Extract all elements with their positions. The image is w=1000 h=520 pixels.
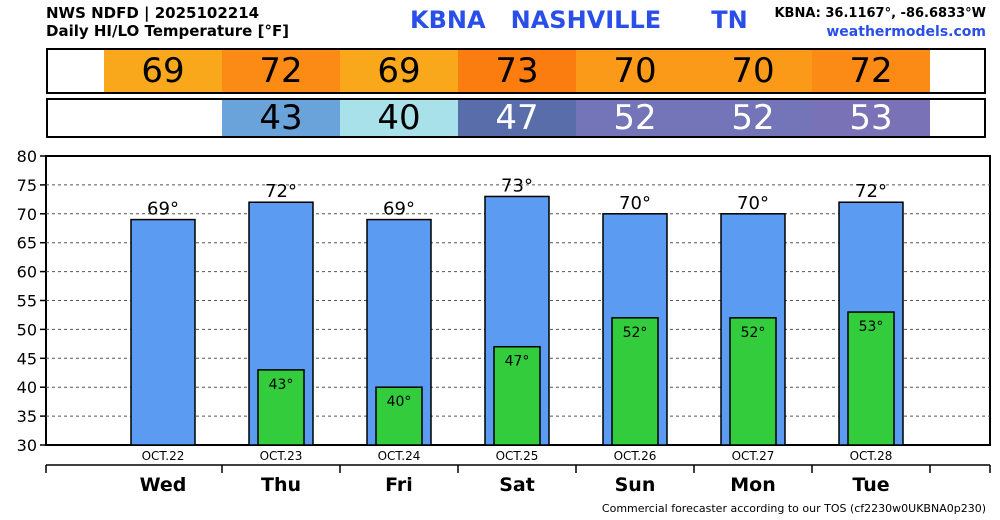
- y-tick-label: 60: [17, 263, 37, 282]
- high-temp-cell: 70: [576, 50, 694, 92]
- high-temp-label: 72°: [855, 181, 887, 202]
- date-label: OCT.25: [496, 449, 539, 463]
- day-label: Thu: [261, 474, 301, 496]
- model-run-label: NWS NDFD | 2025102214: [46, 4, 260, 22]
- header-info: NWS NDFD | 2025102214 Daily HI/LO Temper…: [46, 4, 289, 40]
- y-tick-label: 35: [17, 407, 37, 426]
- low-temp-bar: [847, 311, 895, 446]
- high-temp-cell: 73: [458, 50, 576, 92]
- low-temp-label: 43°: [269, 377, 294, 393]
- coordinates-label: KBNA: 36.1167°, -86.6833°W: [774, 6, 986, 21]
- high-temp-strip: 69 72 69 73 70 70 72: [46, 48, 986, 94]
- y-tick-label: 70: [17, 205, 37, 224]
- low-temp-cell: 52: [694, 100, 812, 136]
- low-temp-cell: 52: [576, 100, 694, 136]
- y-tick-label: 30: [17, 436, 37, 455]
- high-temp-cell: 72: [812, 50, 930, 92]
- low-temp-bar: [375, 386, 423, 446]
- day-label: Sat: [499, 474, 535, 496]
- low-temp-cell: [104, 100, 222, 136]
- high-temp-cell: 69: [340, 50, 458, 92]
- high-temp-label: 69°: [383, 199, 415, 220]
- product-label: Daily HI/LO Temperature [°F]: [46, 22, 290, 40]
- low-temp-label: 40°: [387, 394, 412, 410]
- y-tick-label: 40: [17, 378, 37, 397]
- date-label: OCT.27: [732, 449, 775, 463]
- high-temp-label: 70°: [737, 193, 769, 214]
- day-label: Fri: [385, 474, 413, 496]
- low-temp-label: 47°: [505, 354, 530, 370]
- high-temp-cell: 70: [694, 50, 812, 92]
- low-temp-cell: 43: [222, 100, 340, 136]
- y-tick-label: 45: [17, 349, 37, 368]
- day-label: Wed: [140, 474, 187, 496]
- low-temp-cell: 47: [458, 100, 576, 136]
- site-link[interactable]: weathermodels.com: [826, 24, 986, 40]
- low-temp-label: 53°: [859, 319, 884, 335]
- low-temp-bar: [493, 345, 541, 446]
- low-temp-bar: [729, 317, 777, 446]
- station-title: KBNA NASHVILLE TN: [410, 6, 748, 34]
- y-tick-label: 50: [17, 320, 37, 339]
- low-temp-label: 52°: [623, 325, 648, 341]
- low-temp-strip: 43 40 47 52 52 53: [46, 98, 986, 138]
- day-label: Mon: [730, 474, 776, 496]
- date-label: OCT.24: [378, 449, 421, 463]
- high-temp-label: 72°: [265, 181, 297, 202]
- low-temp-cell: 53: [812, 100, 930, 136]
- date-label: OCT.23: [260, 449, 303, 463]
- high-temp-bar: [130, 218, 196, 446]
- high-temp-cell: 72: [222, 50, 340, 92]
- date-label: OCT.26: [614, 449, 657, 463]
- low-temp-bar: [611, 317, 659, 446]
- y-tick-label: 80: [17, 147, 37, 166]
- high-temp-label: 69°: [147, 199, 179, 220]
- date-label: OCT.28: [850, 449, 893, 463]
- day-label: Tue: [852, 474, 889, 496]
- high-temp-cell: 69: [104, 50, 222, 92]
- low-temp-cell: 40: [340, 100, 458, 136]
- y-tick-label: 55: [17, 292, 37, 311]
- high-temp-label: 73°: [501, 175, 533, 196]
- day-label: Sun: [615, 474, 656, 496]
- low-temp-bar: [257, 369, 305, 446]
- y-tick-label: 75: [17, 176, 37, 195]
- low-temp-label: 52°: [741, 325, 766, 341]
- y-tick-label: 65: [17, 234, 37, 253]
- high-temp-label: 70°: [619, 193, 651, 214]
- footer-note: Commercial forecaster according to our T…: [601, 502, 986, 515]
- date-label: OCT.22: [142, 449, 185, 463]
